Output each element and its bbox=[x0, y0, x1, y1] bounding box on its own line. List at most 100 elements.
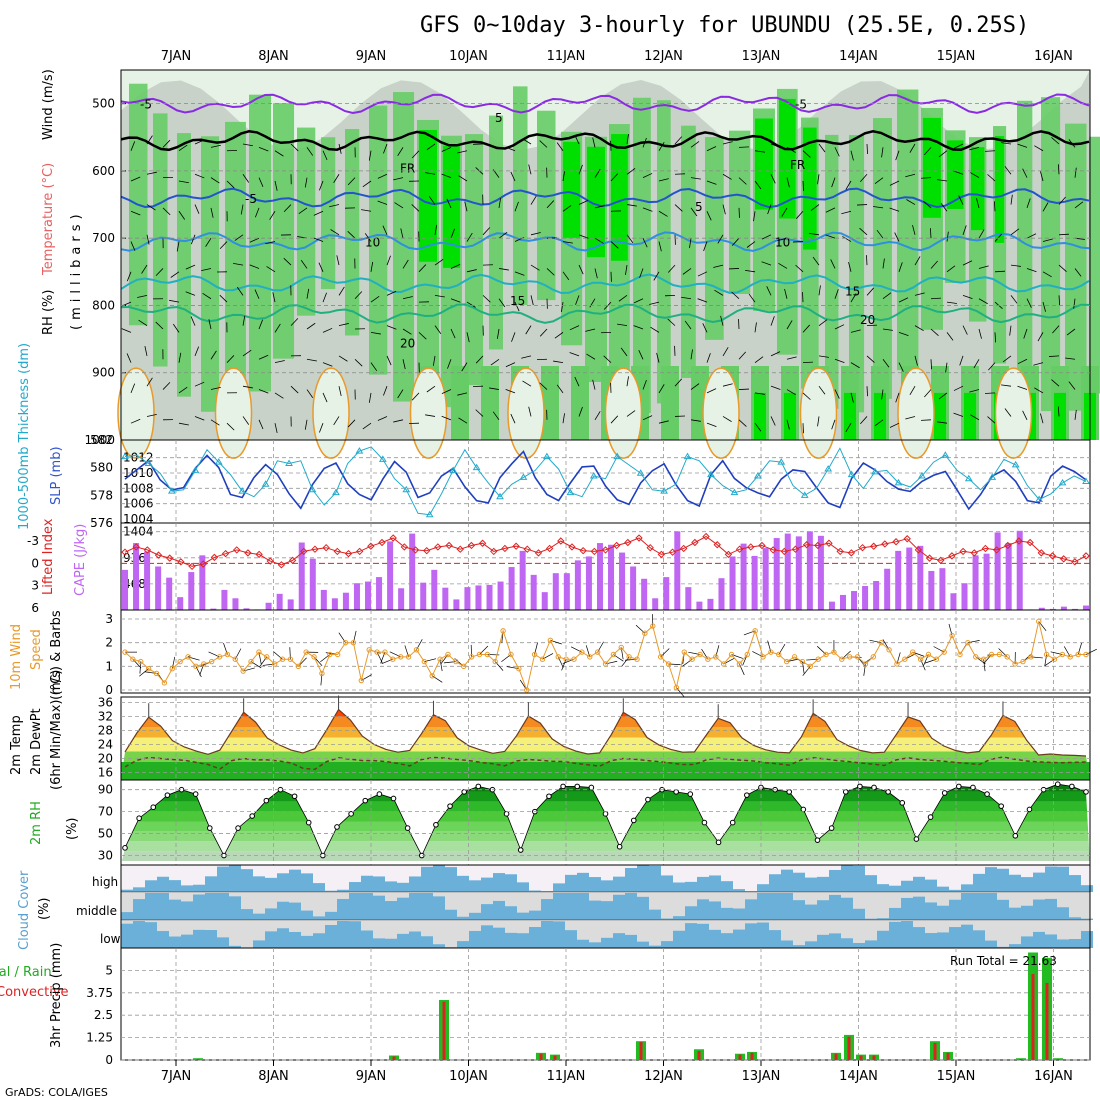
cloud-cell bbox=[781, 940, 793, 948]
wind-barb bbox=[306, 322, 316, 330]
wind-barb bbox=[859, 227, 868, 236]
wind-barb bbox=[394, 202, 404, 209]
cape-bar bbox=[917, 545, 924, 610]
wind-barb bbox=[146, 171, 157, 175]
cloud-cell bbox=[865, 875, 877, 892]
cloud-cell bbox=[541, 899, 553, 920]
cloud-cell bbox=[709, 929, 721, 948]
cloud-cell bbox=[145, 922, 157, 948]
wind-barb bbox=[706, 422, 717, 427]
wind-marker bbox=[854, 654, 861, 660]
thickness-marker bbox=[355, 447, 364, 454]
wind-barb bbox=[386, 355, 392, 366]
precip-convective-bar bbox=[872, 1055, 876, 1060]
rh-marker bbox=[546, 793, 552, 800]
rh-moist-column bbox=[513, 86, 528, 305]
wind-marker bbox=[571, 656, 577, 662]
wind-marker bbox=[720, 661, 727, 667]
wind-barb bbox=[920, 177, 932, 179]
cloud-cell bbox=[565, 930, 577, 948]
thickness-marker bbox=[660, 487, 668, 494]
rh-marker bbox=[206, 825, 213, 831]
wind-barb bbox=[914, 292, 925, 296]
wind-barb bbox=[802, 180, 804, 192]
wind-barb bbox=[909, 143, 916, 153]
rh-saturated-column bbox=[755, 118, 773, 210]
wind-barb bbox=[1026, 233, 1037, 239]
wind-barb bbox=[746, 241, 756, 248]
wind-marker bbox=[153, 670, 160, 677]
wind-barb bbox=[994, 270, 1006, 273]
cloud-cell bbox=[601, 901, 613, 920]
cape-bar bbox=[552, 573, 559, 610]
wind-barb bbox=[258, 419, 264, 430]
panel-labels: Wind (m/s) Temperature (°C) RH (%) (mill… bbox=[0, 69, 1057, 1048]
wind-marker bbox=[484, 651, 491, 658]
cape-bar bbox=[983, 553, 990, 610]
wind-barb bbox=[834, 389, 840, 399]
wind-barb bbox=[738, 351, 747, 360]
wind-barb bbox=[784, 288, 788, 299]
precip-convective-bar bbox=[539, 1053, 543, 1060]
wind-barb bbox=[266, 266, 276, 273]
wind-barb bbox=[667, 318, 676, 326]
wind-barb bbox=[810, 204, 820, 211]
cloud-cell bbox=[445, 909, 457, 920]
top-date-label: 7JAN bbox=[161, 49, 192, 64]
wind-barb bbox=[987, 416, 996, 424]
li-marker bbox=[970, 549, 978, 557]
wind-barb bbox=[426, 385, 436, 393]
wind-barb bbox=[962, 260, 973, 266]
top-date-label: 9JAN bbox=[356, 49, 387, 64]
wind-marker bbox=[949, 632, 955, 639]
wind-barb bbox=[194, 381, 205, 387]
wind-barb bbox=[626, 410, 636, 417]
precip-convective-bar bbox=[1045, 982, 1049, 1060]
wind-barb bbox=[802, 150, 811, 158]
cloud-cell bbox=[253, 940, 265, 948]
wind-barb bbox=[336, 255, 340, 266]
wind-speed-panel: 0 1 2 3 bbox=[105, 609, 1097, 698]
li-marker bbox=[635, 534, 643, 542]
wind-marker bbox=[1083, 651, 1089, 658]
wind-barb bbox=[905, 416, 916, 420]
cloud-cell bbox=[865, 918, 877, 920]
wind-barb bbox=[210, 207, 214, 218]
li-marker bbox=[825, 539, 833, 547]
wind-marker bbox=[185, 654, 191, 660]
rh-saturated-column bbox=[587, 146, 605, 258]
wind-barb bbox=[690, 141, 700, 148]
temp2m-label: 2m Temp bbox=[9, 715, 24, 775]
rh-marker bbox=[376, 791, 383, 797]
wind-barb bbox=[682, 268, 692, 275]
cloud-cell bbox=[193, 929, 205, 948]
cloud-cell bbox=[841, 938, 853, 948]
wind-barb bbox=[834, 324, 845, 330]
cape-bar bbox=[177, 597, 184, 610]
cloud-cell bbox=[949, 889, 961, 892]
wind-barb bbox=[304, 177, 308, 188]
wind-barb bbox=[1058, 196, 1066, 205]
wind-barb bbox=[322, 362, 333, 367]
rh-moist-column bbox=[1065, 123, 1087, 411]
li-marker bbox=[568, 543, 576, 551]
thickness-line bbox=[124, 446, 1087, 516]
wind-barb bbox=[383, 143, 388, 154]
wind-barb bbox=[498, 232, 508, 239]
boundary-layer-cell bbox=[312, 367, 350, 459]
cloud-cell bbox=[469, 930, 481, 948]
rh-marker bbox=[927, 814, 934, 820]
cape-bar bbox=[895, 550, 902, 610]
cloud-cell bbox=[181, 934, 193, 948]
rh-moist-column bbox=[321, 137, 336, 290]
wind-barb bbox=[190, 234, 196, 245]
millibars-label: (millibars) bbox=[69, 209, 84, 330]
wind-barb bbox=[397, 389, 404, 399]
cloud-cell bbox=[733, 929, 745, 948]
precip-tick: 5 bbox=[105, 963, 113, 977]
wind-barb bbox=[930, 228, 932, 239]
wind-barb bbox=[873, 206, 884, 209]
bottom-date-label: 8JAN bbox=[258, 1069, 289, 1084]
wind-barb bbox=[953, 412, 964, 417]
cloud-cell bbox=[637, 865, 649, 892]
